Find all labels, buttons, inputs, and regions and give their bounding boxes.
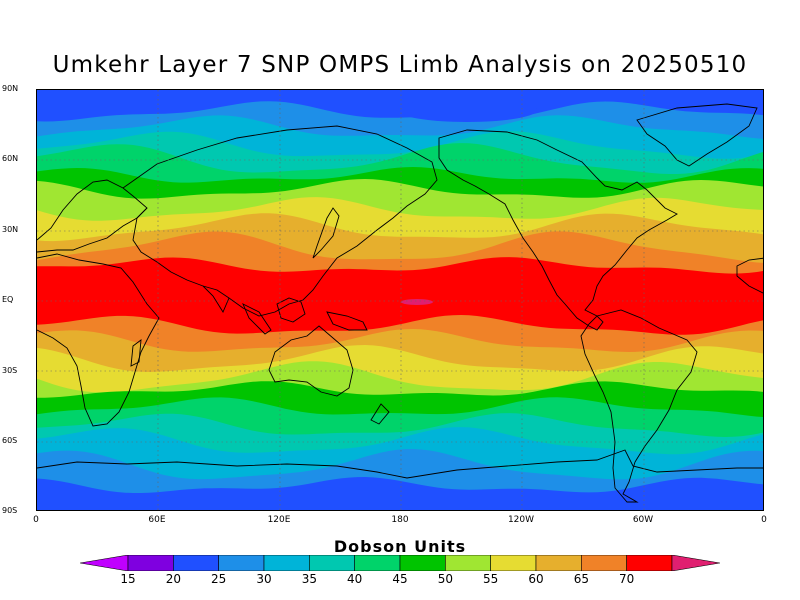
colorbar (80, 555, 720, 571)
asia-coastline (122, 125, 438, 317)
colorbar-label-55: 55 (483, 572, 499, 586)
colorbar-low-arrow (80, 555, 129, 571)
lat-label-30n: 30N (2, 225, 19, 234)
lat-label-90n: 90N (2, 84, 19, 93)
colorbar-cell-10 (581, 555, 627, 571)
madagascar-coastline (130, 339, 142, 367)
europe-coastline (37, 179, 148, 253)
ozone-field-svg (37, 90, 763, 510)
colorbar-cell-9 (535, 555, 582, 571)
colorbar-label-70: 70 (619, 572, 635, 586)
lat-label-60s: 60S (2, 436, 18, 445)
greenland-coastline (636, 103, 758, 167)
colorbar-cell-8 (490, 555, 537, 571)
arctic-low-blob (397, 98, 537, 122)
lat-label-90s: 90S (2, 506, 18, 515)
north-america-coastline (438, 129, 678, 331)
borneo-coastline (276, 297, 306, 323)
colorbar-title: Dobson Units (333, 537, 467, 556)
japan-coastline (312, 207, 340, 259)
colorbar-cell-4 (309, 555, 355, 571)
lon-label-180: 180 (391, 515, 409, 525)
colorbar-label-65: 65 (573, 572, 589, 586)
colorbar-cell-5 (354, 555, 401, 571)
india-coastline (202, 285, 230, 313)
colorbar-label-30: 30 (256, 572, 272, 586)
colorbar-label-35: 35 (301, 572, 317, 586)
lat-label-eq: EQ (2, 295, 14, 304)
lat-label-60n: 60N (2, 154, 19, 163)
south-america-coastline (580, 309, 698, 503)
colorbar-label-20: 20 (165, 572, 181, 586)
antarctica-coastline (37, 449, 763, 479)
africa-coastline (37, 253, 160, 427)
colorbar-label-15: 15 (120, 572, 136, 586)
colorbar-cell-7 (445, 555, 491, 571)
colorbar-cell-3 (263, 555, 310, 571)
colorbar-label-50: 50 (437, 572, 453, 586)
colorbar-cell-1 (173, 555, 219, 571)
colorbar-cell-0 (127, 555, 174, 571)
colorbar-label-45: 45 (392, 572, 408, 586)
colorbar-cell-2 (218, 555, 265, 571)
ozone-map (36, 89, 764, 511)
colorbar-label-25: 25 (211, 572, 227, 586)
plot-title: Umkehr Layer 7 SNP OMPS Limb Analysis on… (52, 52, 748, 78)
equatorial-max-blob (401, 299, 433, 305)
lon-label-60w: 60W (632, 515, 654, 525)
colorbar-label-40: 40 (347, 572, 363, 586)
lon-label-0-left: 0 (33, 515, 39, 525)
australia-coastline (268, 325, 354, 397)
lat-label-30s: 30S (2, 366, 18, 375)
new-zealand-coastline (370, 403, 390, 425)
colorbar-high-arrow (671, 555, 720, 571)
africa-east-coastline (736, 257, 763, 294)
colorbar-label-60: 60 (528, 572, 544, 586)
sumatra-coastline (242, 303, 272, 335)
new-guinea-coastline (326, 311, 368, 331)
lon-label-0-right: 0 (761, 515, 767, 525)
lon-label-120e: 120E (267, 515, 291, 525)
lon-label-120w: 120W (507, 515, 535, 525)
lon-label-60e: 60E (148, 515, 166, 525)
colorbar-cell-11 (626, 555, 673, 571)
ozone-band-20 (37, 477, 763, 510)
colorbar-cell-6 (399, 555, 446, 571)
